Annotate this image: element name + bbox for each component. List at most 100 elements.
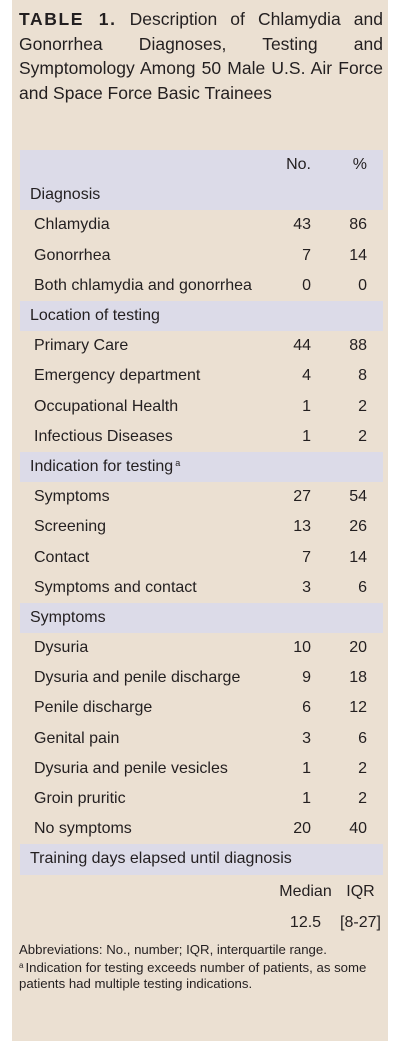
iqr-label: IQR [346, 883, 375, 900]
row-label: Emergency department [34, 367, 201, 385]
row-percent: 14 [349, 548, 367, 566]
table-row: Symptoms and contact 3 6 [20, 573, 383, 603]
table-row: Emergency department 4 8 [20, 361, 383, 391]
row-percent: 8 [358, 367, 367, 385]
row-label: Symptoms [34, 488, 110, 506]
row-label: Screening [34, 518, 107, 536]
median-value: 12.5 [289, 913, 322, 931]
table-row: Screening 13 26 [20, 512, 383, 542]
table-row: Contact 7 14 [20, 542, 383, 572]
table-row: Symptoms 27 54 [20, 482, 383, 512]
row-count: 0 [302, 276, 311, 294]
row-label: Groin pruritic [34, 790, 126, 808]
row-label: Dysuria and penile discharge [34, 669, 241, 687]
row-count: 7 [302, 246, 311, 264]
section-title-text: Location of testing [30, 307, 160, 325]
median-label: Median [279, 883, 332, 900]
row-count: 1 [302, 427, 311, 445]
section-header-row: Diagnosis [20, 180, 383, 211]
table-row: Dysuria 10 20 [20, 633, 383, 663]
row-label: Infectious Diseases [34, 427, 173, 445]
row-percent: 2 [358, 759, 367, 777]
row-count: 7 [302, 548, 311, 566]
row-label: Primary Care [34, 337, 129, 355]
row-percent: 12 [349, 699, 367, 717]
row-percent: 88 [349, 337, 367, 355]
section-header-row: Indication for testing a [20, 451, 383, 483]
row-percent: 86 [349, 216, 367, 234]
section-title: Training days elapsed until diagnosis [20, 844, 383, 874]
section-header-row: Symptoms [20, 602, 383, 633]
iqr-value: [8-27] [340, 913, 381, 931]
footnote: a Indication for testing exceeds number o… [19, 958, 385, 992]
row-label: Dysuria [34, 639, 89, 657]
row-count: 9 [302, 669, 311, 687]
row-percent: 2 [358, 790, 367, 808]
row-count: 6 [302, 699, 311, 717]
row-label: Occupational Health [34, 397, 179, 415]
footnote-text: Indication for testing exceeds number of… [19, 960, 367, 991]
header-pct: % [312, 150, 383, 181]
row-label: Gonorrhea [34, 246, 111, 264]
section-title: Indication for testing a [20, 452, 383, 482]
row-label: Genital pain [34, 729, 120, 747]
table-row: Occupational Health 1 2 [20, 392, 383, 422]
row-count: 3 [302, 578, 311, 596]
row-percent: 20 [349, 639, 367, 657]
row-count: 1 [302, 397, 311, 415]
footnote-marker: a [175, 457, 181, 468]
row-label: Penile discharge [34, 699, 153, 717]
row-count: 27 [293, 488, 311, 506]
row-count: 3 [302, 729, 311, 747]
table-notes: Abbreviations: No., number; IQR, interqu… [19, 942, 385, 992]
row-count: 20 [293, 820, 311, 838]
row-label: Dysuria and penile vesicles [34, 759, 228, 777]
stats-value-row: 12.5 [8-27] [20, 908, 383, 939]
table-row: Infectious Diseases 1 2 [20, 422, 383, 452]
table-row: Groin pruritic 1 2 [20, 784, 383, 814]
section-header-row: Location of testing [20, 300, 383, 332]
table-row: Primary Care 44 88 [20, 331, 383, 361]
stats-header-row: Median IQR [20, 877, 383, 908]
row-percent: 6 [358, 578, 367, 596]
row-percent: 6 [358, 729, 367, 747]
row-percent: 26 [349, 518, 367, 536]
section-title-text: Training days elapsed until diagnosis [30, 850, 292, 868]
row-count: 4 [302, 367, 311, 385]
training-stats: Median IQR 12.5 [8-27] [20, 877, 383, 938]
row-percent: 54 [349, 488, 367, 506]
row-label: Symptoms and contact [34, 578, 197, 596]
row-label: Both chlamydia and gonorrhea [34, 276, 252, 294]
section-title: Symptoms [20, 603, 383, 633]
section-title-text: Indication for testing [30, 457, 174, 475]
table-number: TABLE 1. [19, 9, 117, 29]
row-count: 44 [293, 337, 311, 355]
table-row: No symptoms 20 40 [20, 814, 383, 844]
row-label: Chlamydia [34, 216, 110, 234]
row-count: 43 [293, 216, 311, 234]
table-row: Chlamydia 43 86 [20, 210, 383, 240]
section-title-text: Diagnosis [30, 186, 101, 204]
row-percent: 2 [358, 397, 367, 415]
row-percent: 18 [349, 669, 367, 687]
table-caption: Description of Chlamydia and Gonorrhea D… [19, 9, 383, 103]
row-percent: 14 [349, 246, 367, 264]
abbreviations-note: Abbreviations: No., number; IQR, interqu… [19, 942, 327, 957]
table-row: Penile discharge 6 12 [20, 693, 383, 723]
section-title: Diagnosis [20, 180, 383, 210]
row-count: 1 [302, 790, 311, 808]
section-title-text: Symptoms [30, 608, 106, 626]
row-label: No symptoms [34, 820, 132, 838]
table-row: Dysuria and penile vesicles 1 2 [20, 754, 383, 784]
section-title: Location of testing [20, 301, 383, 331]
table-title: TABLE 1. Description of Chlamydia and Go… [19, 7, 383, 105]
data-table: No. % Diagnosis Chlamydia 43 86 Gonorrhea 7 14… [20, 150, 383, 875]
row-percent: 2 [358, 427, 367, 445]
row-percent: 0 [358, 276, 367, 294]
table-row: Both chlamydia and gonorrhea 0 0 [20, 271, 383, 301]
footnote-mark: a [19, 961, 24, 970]
row-label: Contact [34, 548, 90, 566]
header-no: No. [271, 150, 312, 181]
row-count: 13 [293, 518, 311, 536]
row-count: 1 [302, 759, 311, 777]
